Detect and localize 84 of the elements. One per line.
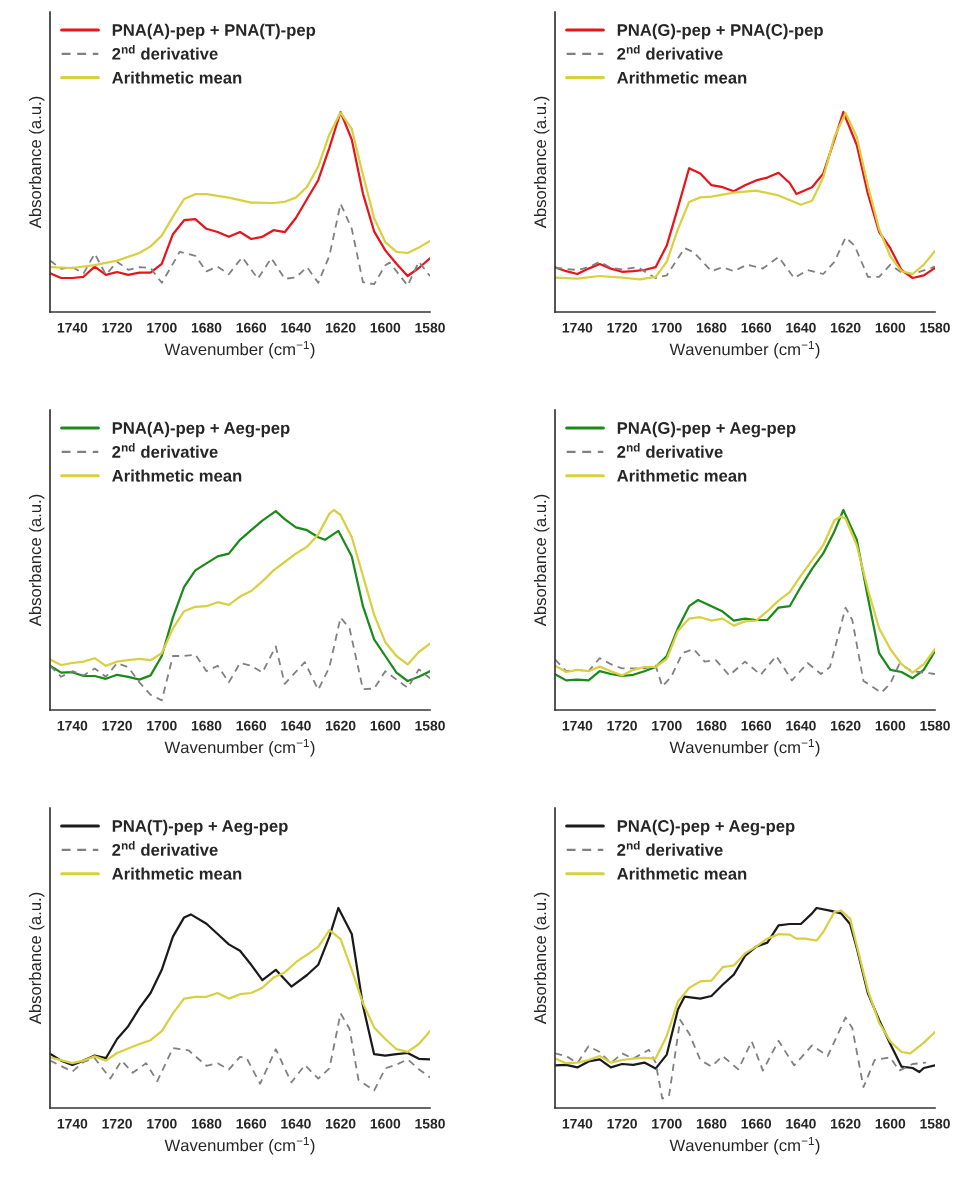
x-tick-label: 1600 [370, 322, 401, 333]
x-tick-label: 1580 [920, 720, 950, 731]
x-tick-label: 1660 [741, 1118, 772, 1129]
legend-label: PNA(G)-pep + PNA(C)-pep [617, 23, 823, 40]
x-tick-label: 1680 [191, 322, 222, 333]
x-tick-label: 1680 [696, 720, 727, 731]
y-axis-title: Absorbance (a.u.) [533, 494, 550, 627]
x-tick-label: 1640 [281, 720, 311, 731]
x-tick-label: 1680 [191, 720, 222, 731]
x-tick-label: 1700 [652, 322, 682, 333]
x-tick-label: 1680 [696, 1118, 727, 1129]
x-tick-label: 1740 [562, 720, 593, 731]
x-tick-label: 1740 [57, 720, 88, 731]
legend-label: Arithmetic mean [617, 867, 747, 880]
x-tick-label: 1720 [102, 1118, 132, 1129]
y-axis-title: Absorbance (a.u.) [28, 494, 45, 627]
legend-label: Arithmetic mean [112, 71, 242, 84]
x-tick-label: 1740 [562, 1118, 593, 1129]
x-tick-label: 1580 [415, 1118, 445, 1129]
y-axis-title: Absorbance (a.u.) [28, 96, 45, 229]
x-tick-label: 1660 [236, 322, 267, 333]
x-axis-title: Wavenumber (cm$^{−1}$) [669, 1136, 820, 1155]
x-tick-label: 1620 [326, 1118, 356, 1129]
y-axis-title: Absorbance (a.u.) [533, 892, 550, 1025]
x-tick-label: 1600 [370, 720, 401, 731]
x-tick-label: 1700 [147, 1118, 177, 1129]
x-tick-label: 1700 [147, 322, 177, 333]
x-tick-label: 1620 [326, 322, 356, 333]
x-tick-label: 1720 [607, 322, 637, 333]
x-tick-label: 1680 [696, 322, 727, 333]
x-axis-title: Wavenumber (cm$^{−1}$) [669, 738, 820, 757]
x-tick-label: 1600 [875, 322, 906, 333]
x-tick-label: 1720 [102, 720, 132, 731]
x-axis-title: Wavenumber (cm$^{−1}$) [164, 1136, 315, 1155]
legend-label: Arithmetic mean [617, 469, 747, 482]
x-tick-label: 1620 [831, 720, 861, 731]
x-tick-label: 1640 [281, 1118, 311, 1129]
legend-label: PNA(T)-pep + Aeg-pep [112, 819, 288, 836]
x-tick-label: 1700 [652, 720, 682, 731]
x-tick-label: 1660 [741, 322, 772, 333]
x-tick-label: 1640 [786, 1118, 816, 1129]
x-tick-label: 1680 [191, 1118, 222, 1129]
x-tick-label: 1620 [831, 322, 861, 333]
x-tick-label: 1740 [562, 322, 593, 333]
x-tick-label: 1700 [652, 1118, 682, 1129]
x-tick-label: 1740 [57, 1118, 88, 1129]
x-tick-label: 1580 [415, 720, 445, 731]
x-tick-label: 1660 [236, 1118, 267, 1129]
x-tick-label: 1640 [786, 720, 816, 731]
x-tick-label: 1600 [875, 720, 906, 731]
x-axis-title: Wavenumber (cm$^{−1}$) [164, 340, 315, 359]
x-tick-label: 1580 [415, 322, 445, 333]
legend-label: Arithmetic mean [617, 71, 747, 84]
x-tick-label: 1740 [57, 322, 88, 333]
y-axis-title: Absorbance (a.u.) [28, 892, 45, 1025]
x-tick-label: 1600 [370, 1118, 401, 1129]
legend-label: 2$^{nd}$ derivative [112, 44, 218, 60]
x-tick-label: 1720 [607, 720, 637, 731]
legend-label: 2$^{nd}$ derivative [617, 841, 723, 856]
x-tick-label: 1620 [326, 720, 356, 731]
x-tick-label: 1580 [920, 1118, 950, 1129]
x-tick-label: 1720 [102, 322, 132, 333]
legend-label: PNA(A)-pep + PNA(T)-pep [112, 23, 316, 40]
legend-label: 2$^{nd}$ derivative [617, 44, 723, 60]
legend-label: PNA(A)-pep + Aeg-pep [112, 421, 290, 438]
x-tick-label: 1720 [607, 1118, 637, 1129]
x-tick-label: 1660 [741, 720, 772, 731]
x-axis-title: Wavenumber (cm$^{−1}$) [164, 738, 315, 757]
x-tick-label: 1580 [920, 322, 950, 333]
x-tick-label: 1660 [236, 720, 267, 731]
x-axis-title: Wavenumber (cm$^{−1}$) [669, 340, 820, 359]
legend-label: Arithmetic mean [112, 469, 242, 482]
x-tick-label: 1640 [786, 322, 816, 333]
x-tick-label: 1640 [281, 322, 311, 333]
legend-label: Arithmetic mean [112, 867, 242, 880]
x-tick-label: 1620 [831, 1118, 861, 1129]
legend-label: 2$^{nd}$ derivative [112, 443, 218, 458]
legend-label: 2$^{nd}$ derivative [112, 841, 218, 856]
x-tick-label: 1600 [875, 1118, 906, 1129]
y-axis-title: Absorbance (a.u.) [533, 96, 550, 229]
legend-label: PNA(G)-pep + Aeg-pep [617, 421, 796, 438]
legend-label: PNA(C)-pep + Aeg-pep [617, 819, 795, 836]
legend-label: 2$^{nd}$ derivative [617, 443, 723, 458]
x-tick-label: 1700 [147, 720, 177, 731]
